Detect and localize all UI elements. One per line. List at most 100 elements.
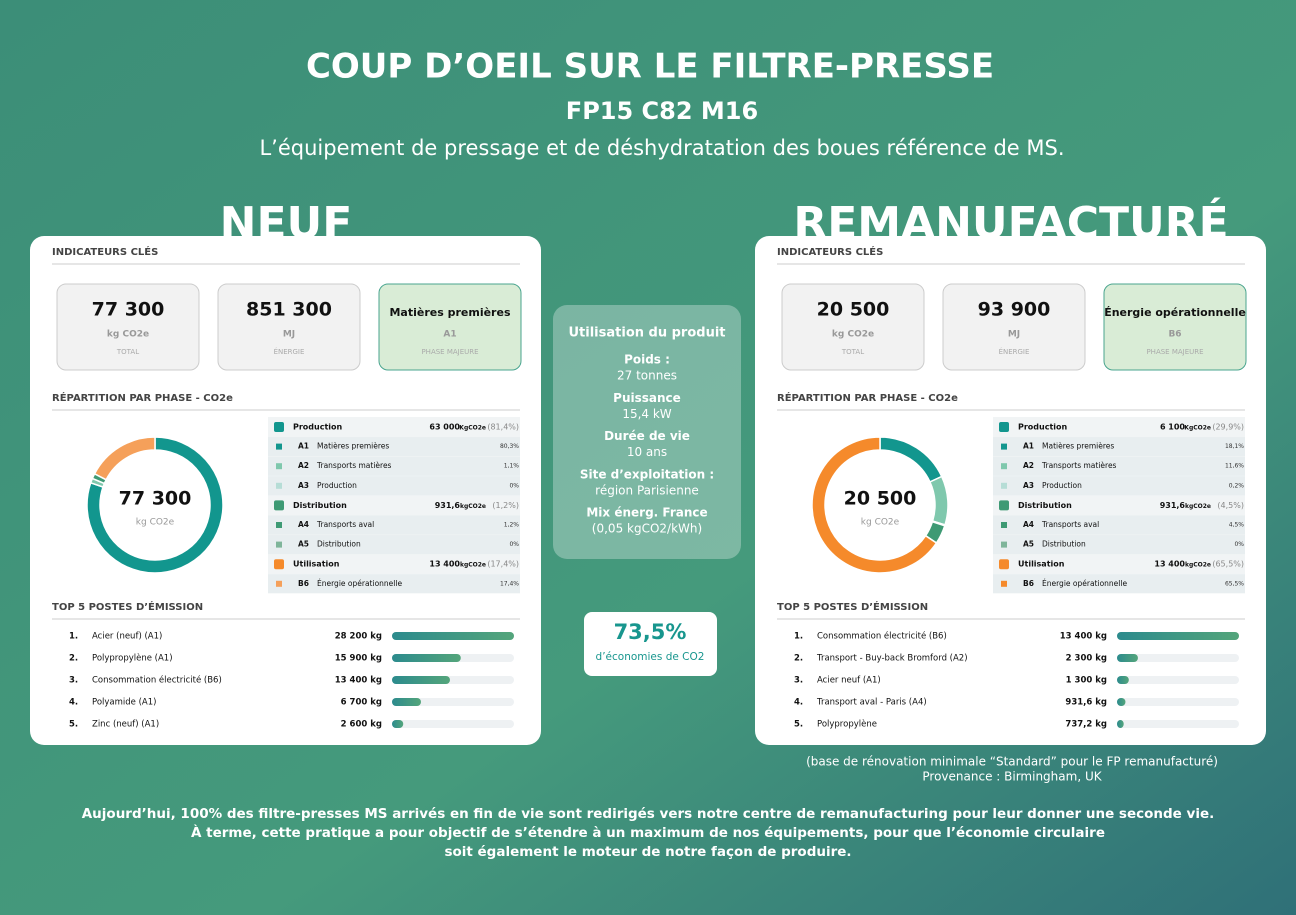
item-name: Transports matières [1041,461,1117,470]
emission-value: 13 400 kg [1060,632,1107,642]
kpi-label: ÉNERGIE [274,347,305,356]
item-share: 0,2% [1229,482,1245,489]
phase-unit: kgCO2e [460,562,486,569]
item-row [268,515,520,535]
phase-share: (29,9%) [1212,423,1244,432]
emission-name: Consommation électricité (B6) [817,631,947,642]
item-swatch [276,463,282,470]
phase-unit: kgCO2e [460,503,486,510]
phase-share: (81,4%) [487,423,519,432]
item-name: Matières premières [317,442,389,451]
saving-value: 73,5% [614,620,687,644]
emission-value: 6 700 kg [341,698,382,708]
emission-bar [392,676,450,684]
item-row [993,476,1245,496]
kpi-value: Énergie opérationnelle [1104,306,1246,319]
donut-segment [811,436,938,574]
emission-name: Polyamide (A1) [92,698,156,708]
kpi-value: 20 500 [817,299,890,321]
phase-name: Production [1018,423,1068,432]
item-swatch [1001,463,1007,470]
section-title: TOP 5 POSTES D’ÉMISSION [777,600,928,613]
rank: 4. [794,698,803,708]
phase-name: Utilisation [293,560,340,569]
item-code: A2 [1023,461,1034,470]
item-share: 17,4% [500,580,519,587]
emission-value: 931,6 kg [1065,698,1107,708]
item-share: 1,1% [504,463,520,470]
item-swatch [276,482,282,489]
phase-swatch [274,500,284,511]
emission-name: Polypropylène [817,719,877,730]
emission-bar [1117,676,1129,684]
phase-unit: kgCO2e [1185,562,1211,569]
item-code: A3 [298,481,309,490]
item-row [993,574,1245,594]
fact-value: 27 tonnes [617,369,677,383]
rank: 1. [794,632,803,642]
footer-text: Aujourd’hui, 100% des filtre-presses MS … [82,806,1215,822]
kpi-label: ÉNERGIE [999,347,1030,356]
item-swatch [1001,522,1007,528]
emission-name: Acier (neuf) (A1) [92,632,162,642]
phase-name: Distribution [293,501,347,510]
item-name: Transports aval [316,520,374,529]
emission-bar [392,698,421,706]
fact-label: Site d’exploitation : [580,467,714,481]
phase-name: Production [293,423,343,432]
item-share: 1,2% [504,522,520,529]
phase-name: Utilisation [1018,560,1065,569]
emission-value: 1 300 kg [1066,676,1107,686]
phase-amount: 931,6 [435,501,461,510]
phase-share: (65,5%) [1212,560,1244,569]
emission-bar [1117,654,1138,662]
bar-track [1117,676,1239,684]
kpi-unit: kg CO2e [832,330,874,340]
item-share: 0% [509,482,519,489]
kpi-unit: A1 [443,330,456,340]
kpi-value: 77 300 [92,299,165,321]
fact-label: Poids : [624,353,670,367]
emission-bar [1117,698,1126,706]
emission-name: Acier neuf (A1) [817,676,881,686]
phase-amount: 13 400 [1154,560,1185,569]
fact-label: Durée de vie [604,429,690,443]
phase-swatch [274,422,284,432]
emission-bar [392,654,461,662]
item-share: 80,3% [500,443,519,450]
phase-name: Distribution [1018,501,1072,510]
kpi-unit: B6 [1168,330,1181,340]
fact-label: Puissance [613,391,681,405]
kpi-unit: kg CO2e [107,330,149,340]
item-swatch [276,522,282,528]
kpi-label: TOTAL [116,348,139,356]
kpi-card [942,283,1086,371]
item-row [268,535,520,555]
emission-value: 13 400 kg [335,676,382,686]
item-row [993,456,1245,476]
emission-bar [392,720,404,728]
section-title: TOP 5 POSTES D’ÉMISSION [52,600,203,613]
phase-amount: 931,6 [1160,501,1186,510]
item-code: B6 [1023,579,1034,588]
fact-value: 15,4 kW [622,407,671,421]
donut-segment [86,436,224,574]
item-name: Transports aval [1041,520,1099,529]
donut-center: 20 500 [844,488,917,510]
kpi-value: 851 300 [246,299,332,321]
item-share: 4,5% [1229,522,1245,529]
item-code: A5 [1023,540,1034,549]
usage-title: Utilisation du produit [569,326,726,341]
item-row [993,437,1245,457]
bar-track [1117,654,1239,662]
emission-value: 737,2 kg [1065,720,1107,730]
item-share: 0% [1234,541,1244,548]
kpi-card [378,283,522,371]
emission-bar [1117,632,1239,640]
item-row [268,437,520,457]
kpi-card [217,283,361,371]
phase-swatch [274,559,284,570]
item-name: Énergie opérationnelle [1042,579,1127,588]
item-row [268,456,520,476]
